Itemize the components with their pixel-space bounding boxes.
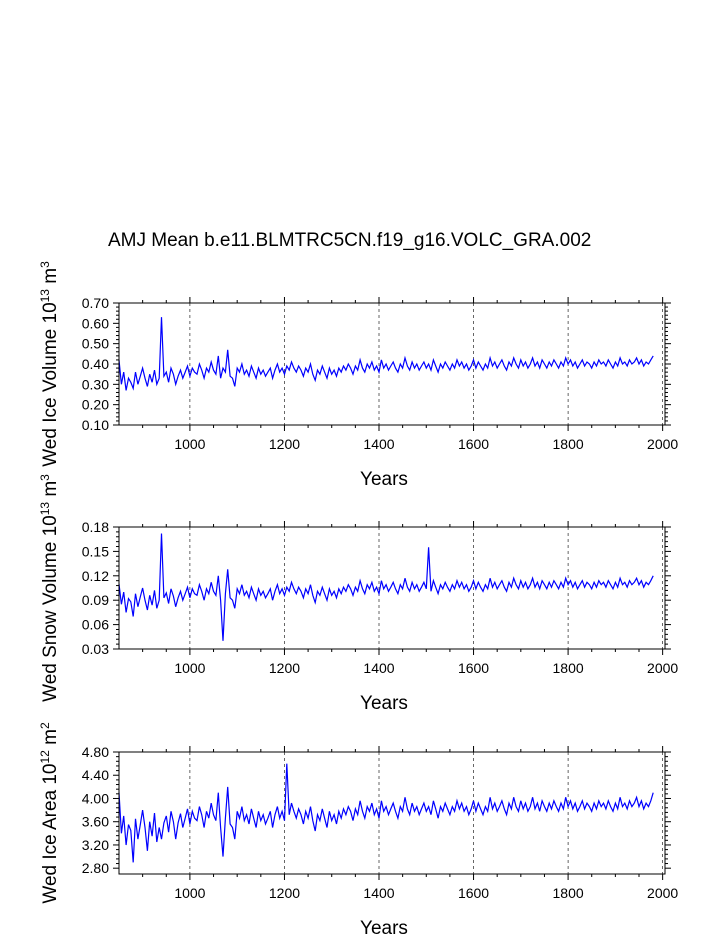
chart-panel-2: 1000 1200 1400 1600 1800 2000 0.03 0.06 0.09 0.12… xyxy=(38,474,678,714)
x-tick-label: 1000 xyxy=(174,660,205,676)
y-tick-label: 2.80 xyxy=(82,860,109,876)
x-tick-label: 1400 xyxy=(363,660,394,676)
x-axis-label: Years xyxy=(360,693,408,714)
x-tick-label: 1400 xyxy=(363,885,394,901)
chart-title: AMJ Mean b.e11.BLMTRC5CN.f19_g16.VOLC_GR… xyxy=(108,230,591,251)
plot-frame xyxy=(118,751,666,875)
y-tick-label: 0.18 xyxy=(82,519,109,535)
y-tick-label: 3.60 xyxy=(82,814,109,830)
y-tick-label: 0.70 xyxy=(82,295,109,311)
y-axis-label-unit: m xyxy=(40,729,61,750)
y-tick-label: 0.03 xyxy=(82,641,109,657)
x-tick-label: 1600 xyxy=(458,660,489,676)
y-tick-label: 0.40 xyxy=(82,356,109,372)
x-tick-label: 1800 xyxy=(553,660,584,676)
data-series-line xyxy=(118,763,654,863)
x-tick-label: 1200 xyxy=(269,436,300,452)
y-tick-label: 0.12 xyxy=(82,568,109,584)
y-tick-label: 0.50 xyxy=(82,336,109,352)
x-tick-label: 1000 xyxy=(174,436,205,452)
y-axis-label-unit-exponent: 2 xyxy=(38,722,52,729)
x-tick-label: 1600 xyxy=(458,436,489,452)
x-tick-label: 1800 xyxy=(553,436,584,452)
y-axis-label-main: Wed Ice Area 10 xyxy=(40,764,61,904)
y-axis-label: Wed Ice Volume 1013 m3 xyxy=(38,261,61,467)
y-axis-label-main: Wed Ice Volume 10 xyxy=(40,302,61,466)
y-axis-label-main: Wed Snow Volume 10 xyxy=(40,515,61,702)
x-tick-label: 1600 xyxy=(458,885,489,901)
chart-panel-1: 1000 1200 1400 1600 1800 2000 0.10 0.20 0.30 0.40… xyxy=(38,261,678,490)
x-tick-label: 1200 xyxy=(269,660,300,676)
plot-frame xyxy=(118,526,666,650)
y-axis-label-unit: m xyxy=(40,481,61,502)
y-tick-label: 0.09 xyxy=(82,592,109,608)
y-axis-label-exponent: 12 xyxy=(38,750,52,764)
y-tick-label: 0.60 xyxy=(82,315,109,331)
y-axis-label-unit-exponent: 3 xyxy=(38,261,52,268)
x-axis-label: Years xyxy=(360,469,408,490)
y-tick-label: 0.30 xyxy=(82,376,109,392)
data-series-line xyxy=(118,317,654,391)
y-tick-label: 0.20 xyxy=(82,397,109,413)
x-tick-label: 1400 xyxy=(363,436,394,452)
x-tick-label: 2000 xyxy=(647,436,678,452)
data-series-line xyxy=(118,533,654,641)
x-tick-label: 2000 xyxy=(647,660,678,676)
y-tick-label: 4.80 xyxy=(82,744,109,760)
y-tick-label: 3.20 xyxy=(82,837,109,853)
y-axis-label-unit: m xyxy=(40,268,61,289)
y-axis-label-unit-exponent: 3 xyxy=(38,474,52,481)
y-tick-label: 0.06 xyxy=(82,617,109,633)
chart-panel-3: 1000 1200 1400 1600 1800 2000 2.80 3.20 3.60 4.00… xyxy=(38,722,678,935)
y-axis-label: Wed Ice Area 1012 m2 xyxy=(38,722,61,904)
y-axis-label-exponent: 13 xyxy=(38,289,52,303)
y-tick-label: 4.40 xyxy=(82,767,109,783)
x-tick-label: 2000 xyxy=(647,885,678,901)
x-tick-label: 1000 xyxy=(174,885,205,901)
x-axis-label: Years xyxy=(360,918,408,935)
y-tick-label: 0.10 xyxy=(82,417,109,433)
y-tick-label: 0.15 xyxy=(82,543,109,559)
y-axis-label-exponent: 13 xyxy=(38,502,52,516)
y-tick-label: 4.00 xyxy=(82,790,109,806)
x-tick-label: 1200 xyxy=(269,885,300,901)
y-axis-label: Wed Snow Volume 1013 m3 xyxy=(38,474,61,702)
x-tick-label: 1800 xyxy=(553,885,584,901)
